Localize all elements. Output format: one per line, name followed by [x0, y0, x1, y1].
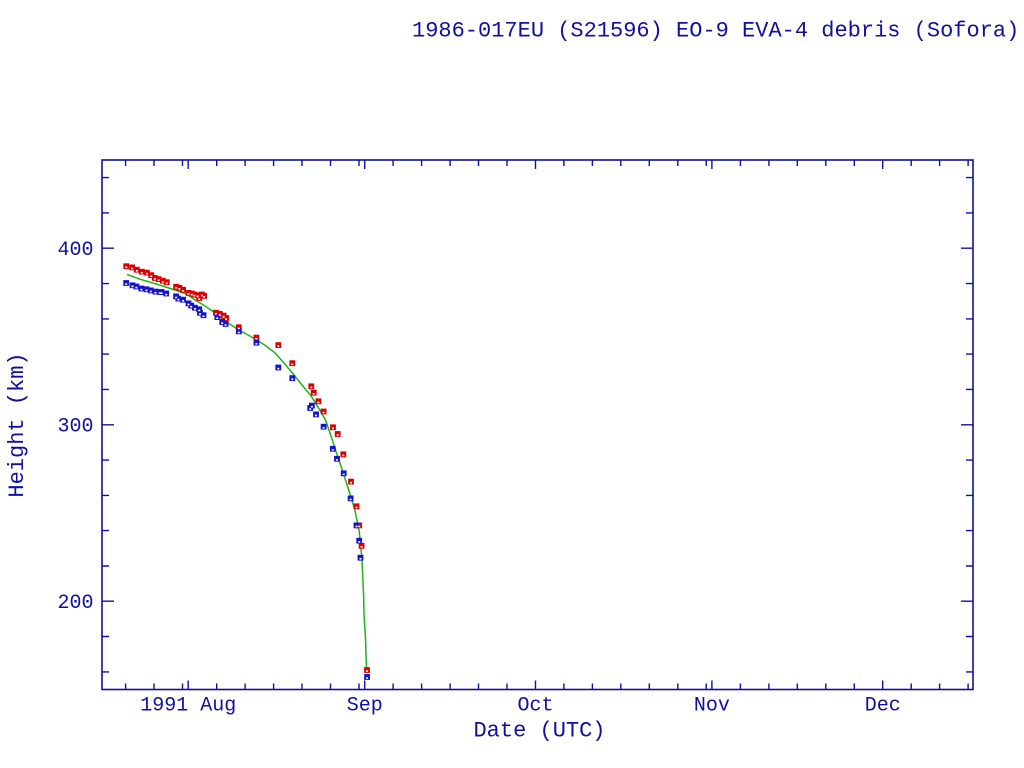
svg-text:1991 Aug: 1991 Aug: [140, 694, 236, 717]
svg-text:Date (UTC): Date (UTC): [473, 719, 605, 744]
svg-text:Nov: Nov: [694, 694, 730, 717]
svg-text:400: 400: [57, 239, 93, 262]
svg-text:1986-017EU (S21596) EO-9 EVA-4: 1986-017EU (S21596) EO-9 EVA-4 debris (S…: [412, 19, 1019, 44]
svg-text:Sep: Sep: [347, 694, 383, 717]
svg-text:200: 200: [57, 592, 93, 615]
svg-text:300: 300: [57, 415, 93, 438]
svg-text:Dec: Dec: [865, 694, 901, 717]
svg-text:Height (km): Height (km): [5, 352, 30, 497]
svg-text:Oct: Oct: [517, 694, 553, 717]
